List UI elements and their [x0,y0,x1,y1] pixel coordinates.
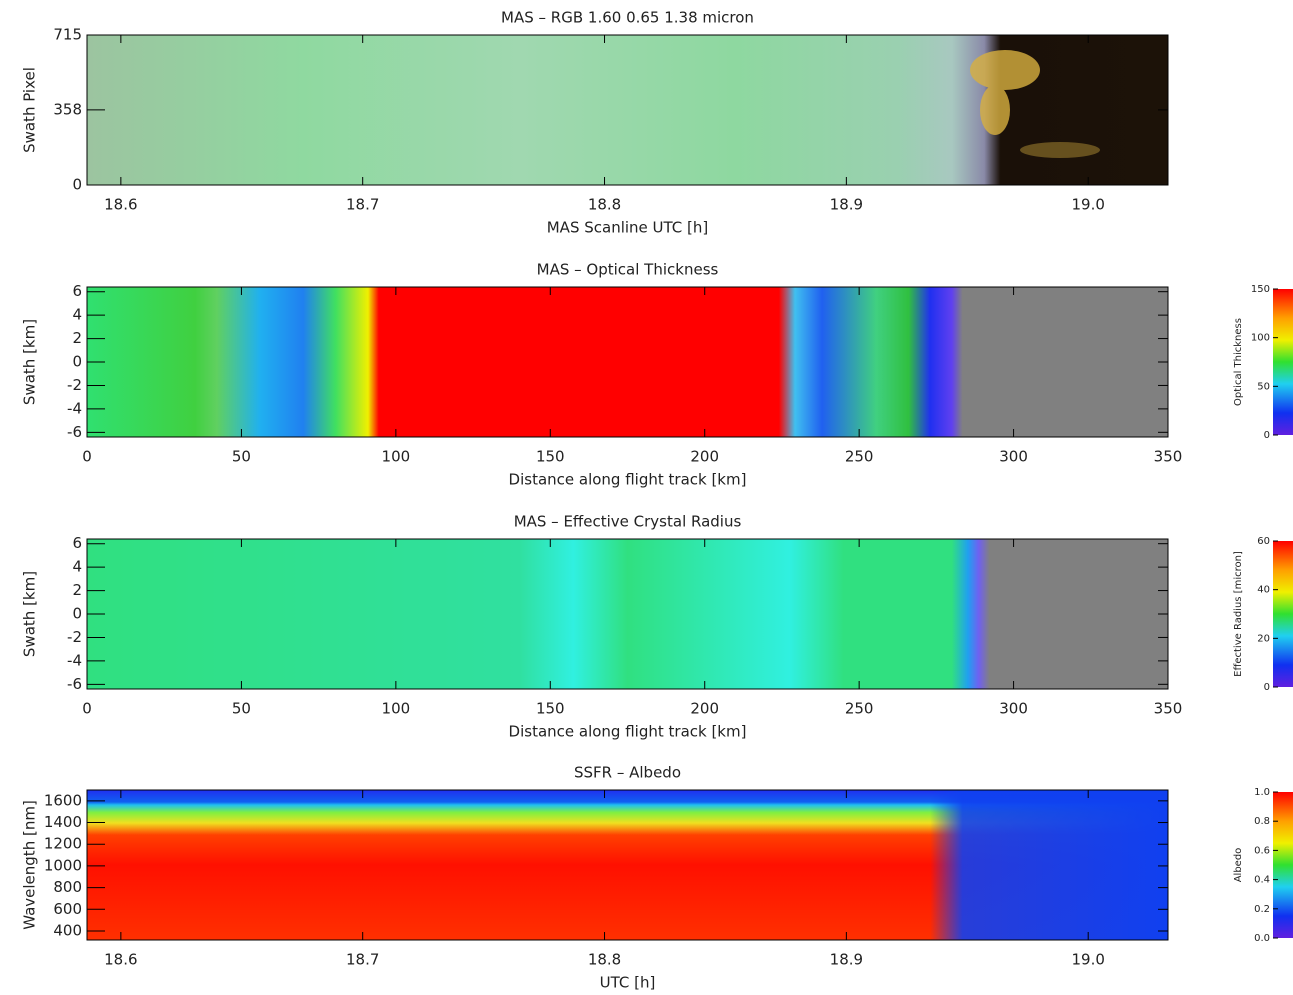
x-tick-label: 350 [1154,700,1183,718]
y-tick-label: 358 [53,100,82,118]
y-tick-label: -2 [67,628,82,646]
x-tick-label: 150 [536,448,565,466]
colorbar-tick-label: 100 [1251,333,1270,344]
x-tick-label: 18.9 [830,196,863,214]
x-tick-label: 250 [845,700,874,718]
x-tick-label: 350 [1154,448,1183,466]
colorbar-tick-label: 150 [1251,284,1270,295]
y-tick-label: 800 [53,878,82,896]
colorbar-tick-label: 0.8 [1254,816,1270,827]
cloud-speckle [970,50,1100,158]
y-tick-label: 1600 [44,791,82,809]
y-tick-label: 0 [72,176,82,194]
x-tick-label: 18.7 [346,196,379,214]
x-tick-label: 18.8 [588,951,621,969]
colorbar-tick-label: 0.2 [1254,904,1270,915]
x-axis-label: UTC [h] [600,974,656,992]
x-tick-label: 200 [690,448,719,466]
colorbar-tick-label: 20 [1257,633,1270,644]
x-tick-label: 50 [232,700,251,718]
x-tick-label: 300 [999,448,1028,466]
y-tick-label: 6 [72,534,82,552]
x-tick-label: 0 [82,448,92,466]
x-tick-label: 18.6 [104,951,137,969]
x-tick-label: 250 [845,448,874,466]
x-axis-label: Distance along flight track [km] [509,471,747,489]
x-tick-label: 300 [999,700,1028,718]
colorbar-tick-label: 60 [1257,536,1270,547]
x-axis-label: MAS Scanline UTC [h] [547,219,709,237]
y-tick-label: -2 [67,376,82,394]
x-tick-label: 50 [232,448,251,466]
y-tick-label: 1200 [44,835,82,853]
colorbar-tick-label: 40 [1257,585,1270,596]
colorbar-label: Optical Thickness [1233,318,1244,406]
y-tick-label: 0 [72,605,82,623]
colorbar-label: Effective Radius [micron] [1233,551,1244,677]
y-tick-label: 1000 [44,856,82,874]
x-tick-label: 19.0 [1071,951,1104,969]
x-axis-label: Distance along flight track [km] [509,723,747,741]
panel-title: MAS – RGB 1.60 0.65 1.38 micron [501,9,754,27]
colorbar-label: Albedo [1233,848,1244,883]
panel-title: SSFR – Albedo [574,764,681,782]
colorbar [1273,289,1293,435]
panel-title: MAS – Optical Thickness [537,261,719,279]
colorbar-tick-label: 0 [1264,430,1270,441]
panel-title: MAS – Effective Crystal Radius [514,513,742,531]
x-tick-label: 18.8 [588,196,621,214]
y-axis-label: Swath [km] [21,319,39,405]
optical-thickness-image [87,287,1168,437]
colorbar-tick-label: 0.4 [1254,875,1270,886]
y-tick-label: -6 [67,675,82,693]
y-axis-label: Swath [km] [21,571,39,657]
x-tick-label: 18.6 [104,196,137,214]
colorbar-tick-label: 50 [1257,381,1270,392]
y-tick-label: -4 [67,399,82,417]
colorbar [1273,541,1293,687]
y-tick-label: 715 [53,26,82,44]
effective-radius-image [87,539,1168,689]
y-tick-label: 1400 [44,813,82,831]
colorbar [1273,792,1293,938]
y-tick-label: -4 [67,651,82,669]
y-tick-label: 4 [72,558,82,576]
y-tick-label: 400 [53,921,82,939]
y-tick-label: -6 [67,423,82,441]
colorbar-tick-label: 1.0 [1254,787,1270,798]
x-tick-label: 0 [82,700,92,718]
y-axis-label: Wavelength [nm] [21,800,39,930]
y-axis-label: Swath Pixel [21,67,39,153]
y-tick-label: 600 [53,900,82,918]
x-tick-label: 150 [536,700,565,718]
x-tick-label: 100 [382,448,411,466]
y-tick-label: 0 [72,353,82,371]
colorbar-tick-label: 0.6 [1254,845,1270,856]
plot-frame [86,789,1169,941]
x-tick-label: 18.7 [346,951,379,969]
y-tick-label: 2 [72,329,82,347]
y-tick-label: 2 [72,581,82,599]
albedo-image-overlay [87,790,1168,940]
x-tick-label: 18.9 [830,951,863,969]
x-tick-label: 100 [382,700,411,718]
y-tick-label: 4 [72,306,82,324]
y-tick-label: 6 [72,282,82,300]
x-tick-label: 200 [690,700,719,718]
colorbar-tick-label: 0.0 [1254,933,1270,944]
colorbar-tick-label: 0 [1264,682,1270,693]
x-tick-label: 19.0 [1071,196,1104,214]
